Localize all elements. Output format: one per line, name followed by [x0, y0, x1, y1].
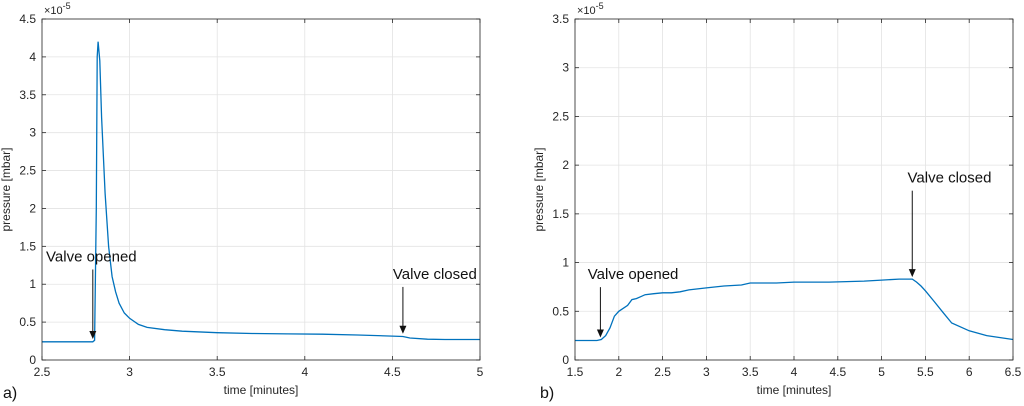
panel-b-exponent-label: ×10-5: [577, 1, 604, 17]
panel-b-y-tick-label: 2: [562, 158, 569, 172]
panel-b-annotation-valve-opened: Valve opened: [588, 266, 679, 283]
panel-b-x-tick-label: 3.5: [742, 365, 759, 379]
panel-a-y-tick-label: 3.5: [19, 88, 36, 102]
panel-b-exponent-base: ×10: [577, 5, 596, 17]
panel-a-axes-frame: [41, 18, 481, 361]
panel-a-label: a): [3, 385, 17, 402]
panel-b-x-tick-label: 5.5: [917, 365, 934, 379]
panel-a-x-axis-label: time [minutes]: [224, 383, 299, 397]
panel-b-y-tick-label: 1.5: [552, 207, 569, 221]
panel-a-grid: [41, 18, 481, 361]
panel-b-y-tick-label: 0: [562, 353, 569, 367]
panel-a-x-tick-label: 3: [126, 365, 133, 379]
panel-b-x-tick-label: 6.5: [1005, 365, 1022, 379]
panel-a-y-tick-label: 0: [29, 353, 36, 367]
panel-b-x-tick-label: 3: [703, 365, 710, 379]
panel-a-y-tick-label: 4: [29, 50, 36, 64]
panel-b-annotation-arrow-head: [908, 269, 916, 278]
panel-b-y-tick-label: 2.5: [552, 109, 569, 123]
panel-b-x-tick-label: 5: [878, 365, 885, 379]
panel-a-x-tick-label: 4: [301, 365, 308, 379]
panel-a-annotations: Valve opened Valve closed: [46, 248, 477, 340]
panel-a-x-tick-label: 3.5: [209, 365, 226, 379]
panel-b-y-tick-label: 3.5: [552, 12, 569, 26]
panel-a-exponent-label: ×10-5: [44, 1, 71, 17]
panel-b-annotation-arrow-head: [596, 329, 604, 338]
panel-b-y-tick-label: 0.5: [552, 304, 569, 318]
panel-b-y-tick-label: 3: [562, 61, 569, 75]
panel-b-x-tick-label: 2.5: [654, 365, 671, 379]
panel-a-x-tick-label: 2.5: [34, 365, 51, 379]
panel-a-y-tick-label: 1.5: [19, 239, 36, 253]
panel-b-x-tick-label: 1.5: [567, 365, 584, 379]
panel-a-x-tick-label: 4.5: [384, 365, 401, 379]
panel-b: 1.5 2 2.5 3 3.5 4 4.5 5 5.5 6 6.500.511.522.533.5 …: [532, 1, 1022, 402]
panel-a-plot-area: [42, 19, 480, 360]
panel-b-exponent-power: -5: [596, 1, 604, 11]
panel-a-annotation-arrow-head: [89, 331, 97, 340]
panel-b-y-tick-label: 1: [562, 256, 569, 270]
panel-b-x-axis-label: time [minutes]: [757, 383, 832, 397]
panel-a-ticks: 2.5 3 3.5 4 4.5 5 0 0.5 1 1.5 2 2.5 3 3.5 4 4.5: [19, 12, 483, 379]
panel-b-annotations: Valve opened Valve closed: [588, 170, 992, 338]
panel-a-annotation-valve-closed: Valve closed: [393, 266, 477, 283]
panel-a-y-tick-label: 3: [29, 126, 36, 140]
panel-a: 2.5 3 3.5 4 4.5 5 0 0.5 1 1.5 2 2.5 3 3.5 4 4.5 ×10-5 t…: [0, 1, 484, 402]
panel-a-annotation-valve-opened: Valve opened: [46, 248, 137, 265]
panel-a-y-tick-label: 2: [29, 201, 36, 215]
panel-b-x-tick-label: 4.5: [829, 365, 846, 379]
panel-a-pressure-line: [42, 41, 480, 343]
panel-a-exponent-base: ×10: [44, 5, 63, 17]
panel-a-y-tick-label: 2.5: [19, 164, 36, 178]
panel-b-pressure-line: [575, 278, 1014, 342]
panel-a-exponent-power: -5: [63, 1, 71, 11]
panel-a-annotation-arrow-head: [399, 325, 407, 334]
panel-a-y-tick-label: 0.5: [19, 315, 36, 329]
panel-b-annotation-valve-closed: Valve closed: [908, 170, 992, 187]
panel-b-label: b): [540, 385, 554, 402]
panel-b-y-axis-label: pressure [mbar]: [532, 147, 546, 231]
panel-b-x-tick-label: 2: [615, 365, 622, 379]
panel-a-y-axis-label: pressure [mbar]: [0, 147, 13, 231]
panel-b-x-tick-label: 6: [966, 365, 973, 379]
panel-a-y-tick-label: 1: [29, 277, 36, 291]
panel-b-x-tick-label: 4: [791, 365, 798, 379]
panel-b-ticks: 1.5 2 2.5 3 3.5 4 4.5 5 5.5 6 6.5 0 0.5 1 1.5 2 2.5 3 3.5: [552, 12, 1021, 379]
panel-a-x-tick-label: 5: [477, 365, 484, 379]
panel-a-y-tick-label: 4.5: [19, 12, 36, 26]
